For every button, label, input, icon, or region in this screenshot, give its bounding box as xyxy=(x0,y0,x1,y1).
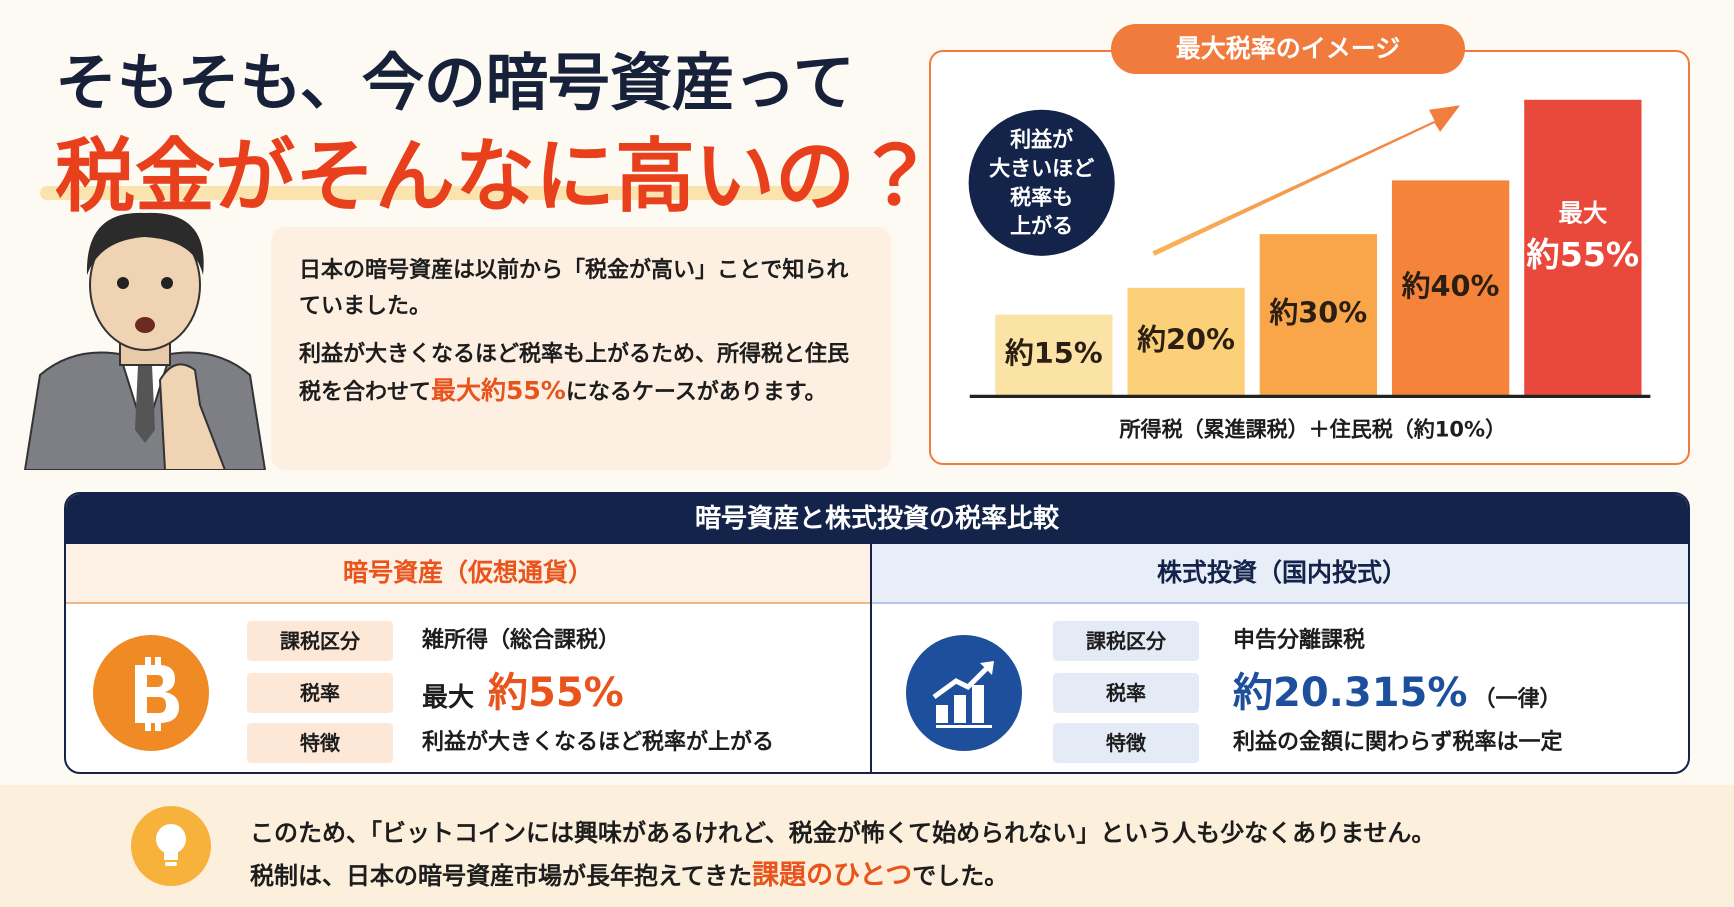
intro-paragraph: 日本の暗号資産は以前から「税金が高い」ことで知られていました。 xyxy=(299,258,849,319)
row-label: 特徴 xyxy=(247,723,393,763)
title-line2: 税金がそんなに高いの？ xyxy=(55,130,935,223)
crypto-heading: 暗号資産（仮想通貨） xyxy=(66,544,870,604)
row-value: 申告分離課税 xyxy=(1233,628,1366,653)
bar xyxy=(1524,99,1642,396)
title-line1: そもそも、今の暗号資産って xyxy=(55,46,855,119)
rate-suffix: （一律） xyxy=(1473,687,1562,712)
bar xyxy=(995,314,1113,396)
annotation-text: 上がる xyxy=(1010,213,1073,238)
x-axis-label: 所得税（累進課税）＋住民税（約10%） xyxy=(1119,417,1507,442)
value-label: 約40% xyxy=(1402,269,1500,303)
row-value: 利益が大きくなるほど税率が上がる xyxy=(422,730,775,755)
footer-highlight: 課題のひとつ xyxy=(752,860,913,891)
rate: 約20.315% xyxy=(1233,670,1468,716)
bitcoin-icon xyxy=(93,635,209,751)
value-label: 約30% xyxy=(1270,296,1368,330)
chart-title: 最大税率のイメージ xyxy=(1111,24,1465,74)
bar xyxy=(1391,180,1510,396)
intro-text: 利益が大きくなるほど税率も上がるため、所得税と住民税を合わせて xyxy=(299,342,850,405)
title-underline xyxy=(40,186,840,200)
comparison-table: 暗号資産と株式投資の税率比較 暗号資産（仮想通貨） 株式投資（国内投式） 課税区… xyxy=(64,492,1690,774)
row-value: 雑所得（総合課税） xyxy=(422,628,621,653)
intro-highlight: 最大約55% xyxy=(431,376,566,405)
comparison-title: 暗号資産と株式投資の税率比較 xyxy=(66,494,1688,544)
row-label: 特徴 xyxy=(1053,723,1199,763)
annotation-text: 税率も xyxy=(1010,184,1073,209)
intro-paragraph: 利益が大きくなるほど税率も上がるため、所得税と住民税を合わせて最大約55%になる… xyxy=(299,337,851,411)
rate: 約55% xyxy=(488,670,624,716)
bar xyxy=(1259,234,1378,396)
stock-icon xyxy=(906,635,1022,751)
chart-box: 利益が大きいほど税率も上がる約15% 約20% 約30% 約40% 最大約55% 所得税（… xyxy=(929,50,1690,465)
intro-text: になるケースがあります。 xyxy=(565,380,827,405)
row-label: 課税区分 xyxy=(1053,621,1199,661)
footer-text: でした。 xyxy=(912,862,1009,890)
annotation-text: 利益が xyxy=(1010,127,1073,152)
footer-line2: 税制は、日本の暗号資産市場が長年抱えてきた課題のひとつでした。 xyxy=(250,853,1008,892)
trend-arrow xyxy=(1152,105,1461,256)
rate-prefix: 最大 xyxy=(422,683,475,713)
row-label: 税率 xyxy=(247,673,393,713)
annotation-text: 大きいほど xyxy=(989,156,1094,181)
row-value: 最大 約55% xyxy=(422,671,624,722)
person-illustration xyxy=(23,212,267,470)
row-value: 約20.315% （一律） xyxy=(1233,671,1561,722)
value-label: 約20% xyxy=(1137,323,1235,357)
row-value: 利益の金額に関わらず税率は一定 xyxy=(1233,730,1563,755)
footer-text: 税制は、日本の暗号資産市場が長年抱えてきた xyxy=(250,862,753,890)
column-divider xyxy=(870,544,872,772)
annotation-circle xyxy=(968,109,1115,256)
footer-line1: このため、「ビットコインには興味があるけれど、税金が怖くて始められない」という人… xyxy=(250,819,1436,847)
value-label: 約15% xyxy=(1005,336,1103,370)
bar xyxy=(1127,287,1245,396)
value-label: 約55% xyxy=(1527,235,1640,274)
intro-box: 日本の暗号資産は以前から「税金が高い」ことで知られていました。 利益が大きくなる… xyxy=(271,227,891,470)
bulb-icon xyxy=(131,806,211,886)
stock-heading: 株式投資（国内投式） xyxy=(872,544,1688,604)
row-label: 税率 xyxy=(1053,673,1199,713)
row-label: 課税区分 xyxy=(247,621,393,661)
max-label: 最大 xyxy=(1559,198,1608,227)
footer: このため、「ビットコインには興味があるけれど、税金が怖くて始められない」という人… xyxy=(0,785,1734,907)
